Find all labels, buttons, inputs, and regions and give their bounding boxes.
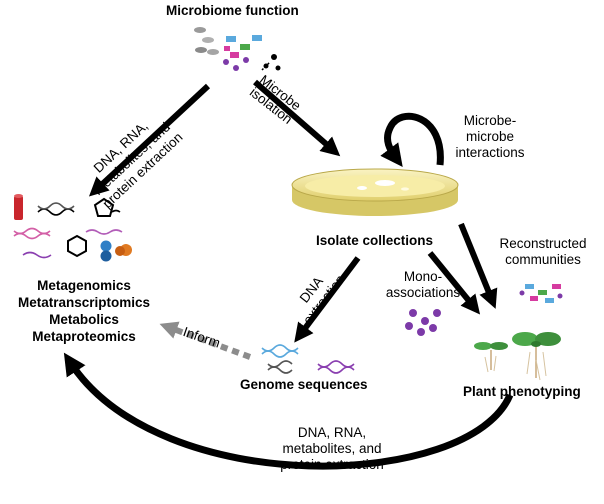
reconstructed-line-2: communities xyxy=(505,252,581,267)
mono-association-microbes-icon xyxy=(405,309,441,336)
extraction-bottom-line-1: DNA, RNA, xyxy=(297,425,367,440)
isolate-collections-label: Isolate collections xyxy=(316,233,434,248)
genome-sequences-label: Genome sequences xyxy=(240,377,368,392)
molecules-icon xyxy=(14,194,132,262)
extraction-bottom-line-3: protein extraction xyxy=(280,457,384,472)
extraction-bottom-label: DNA, RNA, metabolites, and protein extra… xyxy=(262,425,402,473)
petri-dish-icon xyxy=(291,168,459,216)
reconstructed-line-1: Reconstructed xyxy=(499,236,587,251)
reconstructed-communities-label: Reconstructed communities xyxy=(488,236,598,268)
arrow-reconstructed xyxy=(458,222,498,309)
microbe-interactions-line-1: Microbe- xyxy=(463,113,517,128)
plant-phenotyping-label: Plant phenotyping xyxy=(463,384,581,399)
arrow-to-omics xyxy=(88,83,211,197)
genome-dna-icon xyxy=(261,344,355,374)
mono-associations-line-2: associations xyxy=(385,285,461,300)
seedlings-icon xyxy=(474,332,561,381)
extraction-bottom-line-2: metabolites, and xyxy=(282,441,382,456)
microbe-cluster-icon xyxy=(194,27,281,71)
microbe-interactions-label: Microbe- microbe interactions xyxy=(445,113,535,161)
omics-metagenomics: Metagenomics xyxy=(37,278,131,293)
microbe-interactions-line-2: microbe xyxy=(465,129,514,144)
omics-metabolics: Metabolics xyxy=(49,312,119,327)
community-microbes-icon xyxy=(519,284,563,303)
arrow-to-genome xyxy=(294,256,361,343)
microbe-interactions-line-3: interactions xyxy=(455,145,525,160)
arrow-inform xyxy=(159,321,252,360)
omics-metatranscriptomics: Metatranscriptomics xyxy=(17,295,151,310)
omics-list: Metagenomics Metatranscriptomics Metabol… xyxy=(0,277,168,345)
omics-metaproteomics: Metaproteomics xyxy=(32,329,136,344)
arrow-bottom-curve xyxy=(63,352,514,470)
dna-strands-icon xyxy=(13,202,123,259)
arrow-mono-associations xyxy=(427,251,481,315)
arrow-to-isolation xyxy=(253,79,341,157)
cycle-arrow-icon xyxy=(380,112,444,167)
microbiome-function-title: Microbiome function xyxy=(166,3,299,18)
mono-associations-line-1: Mono- xyxy=(403,269,443,284)
mono-associations-label: Mono- associations xyxy=(378,269,468,301)
